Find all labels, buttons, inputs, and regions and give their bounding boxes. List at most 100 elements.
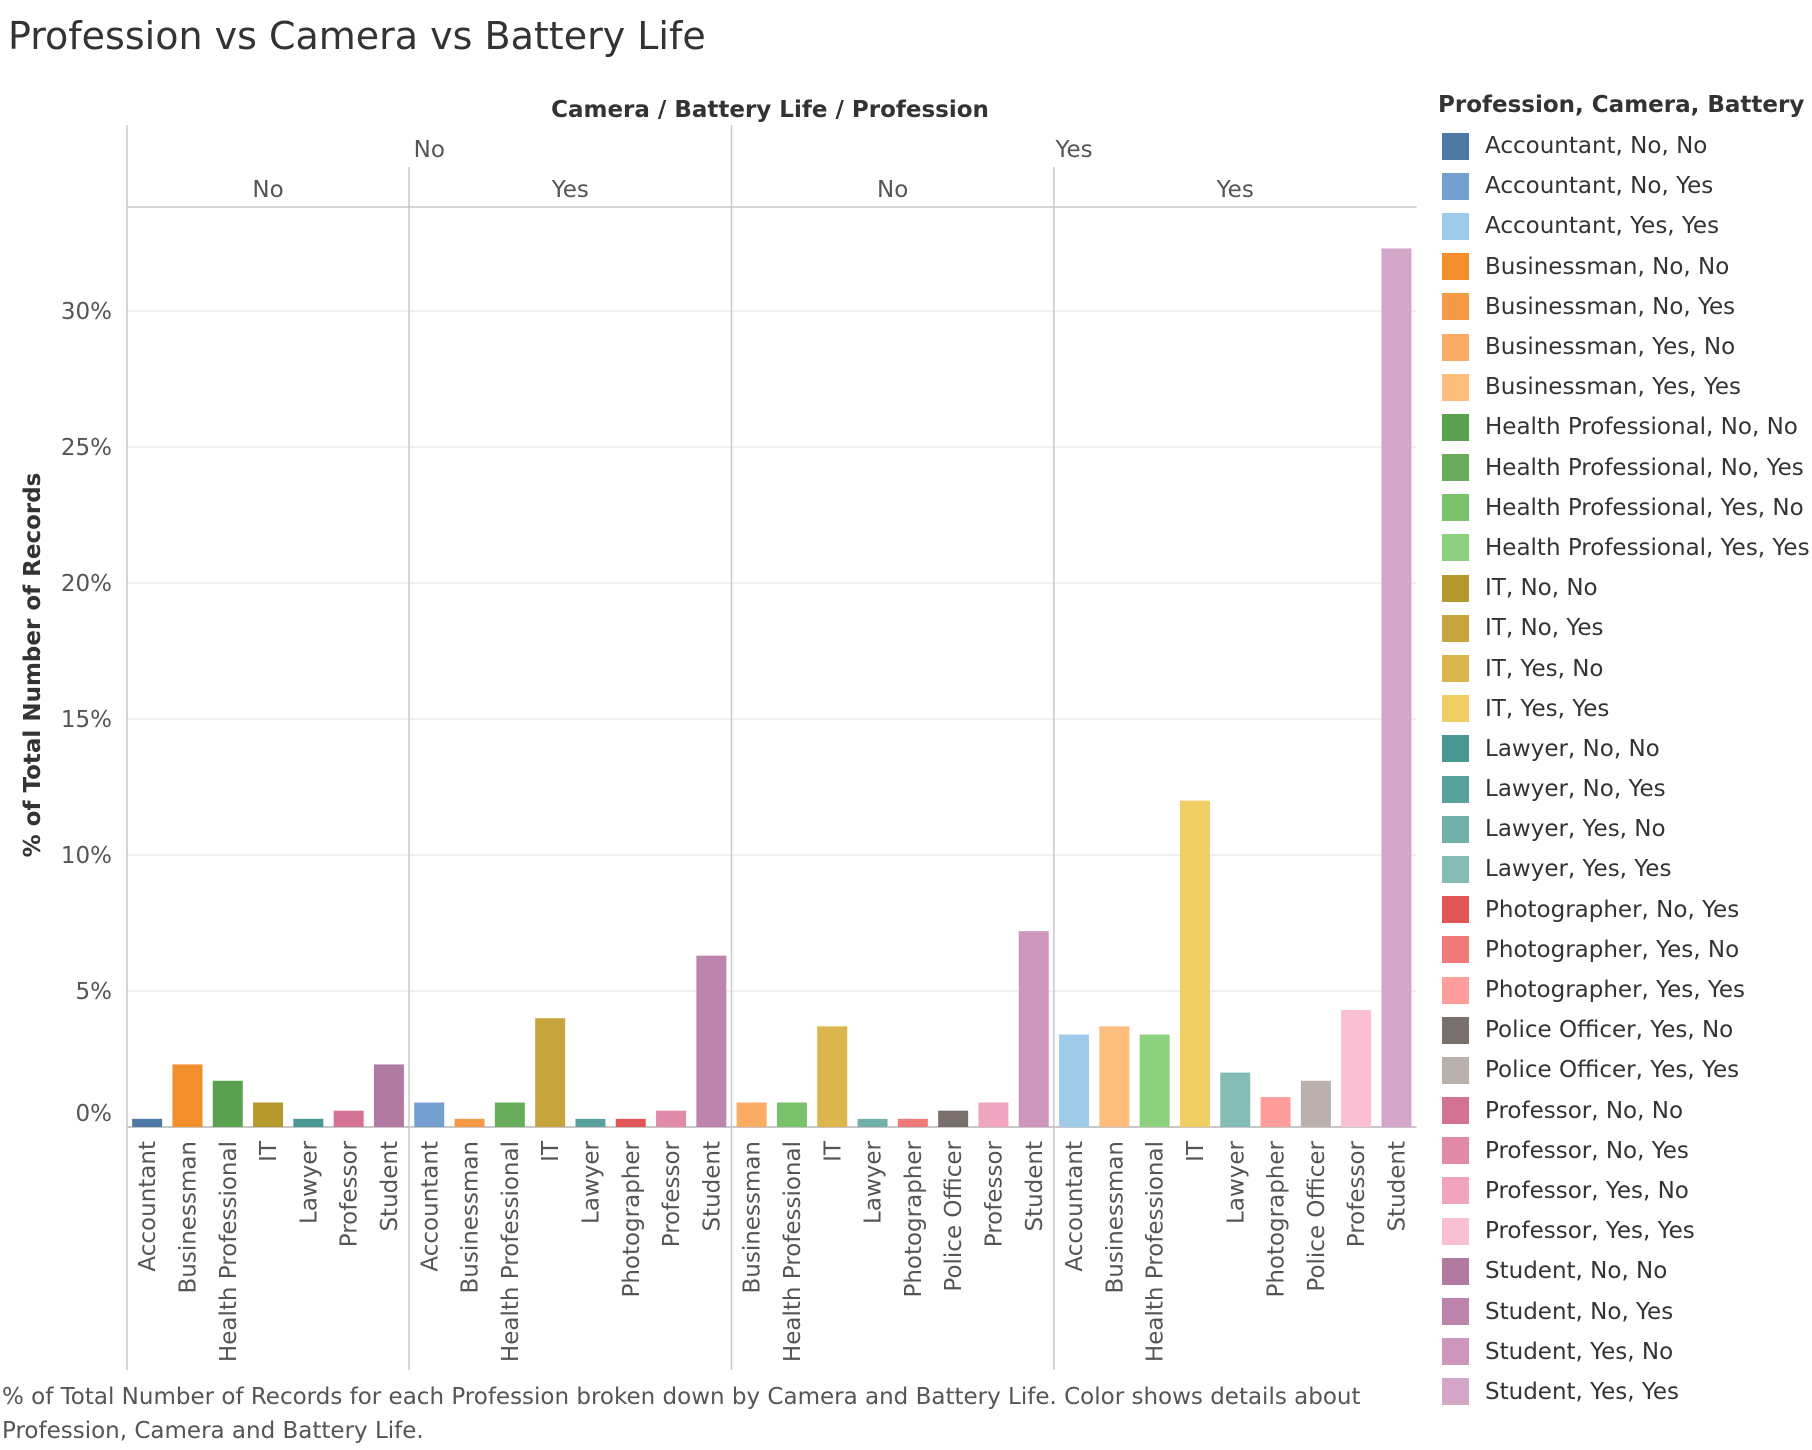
legend-label: IT, Yes, No [1485,655,1604,682]
legend-swatch [1442,775,1469,803]
x-tick-label: IT [256,1140,282,1162]
legend-item[interactable]: IT, Yes, Yes [1438,689,1810,729]
bar [696,955,727,1127]
legend-swatch [1442,333,1469,361]
legend-swatch [1442,896,1469,924]
page-title: Profession vs Camera vs Battery Life [8,14,706,58]
legend-label: Photographer, No, Yes [1485,896,1740,923]
legend-item[interactable]: Health Professional, Yes, Yes [1438,528,1810,568]
legend-item[interactable]: Businessman, No, Yes [1438,287,1810,327]
bar [1260,1097,1291,1127]
legend-item[interactable]: Health Professional, No, Yes [1438,448,1810,488]
legend-swatch [1442,1298,1469,1326]
legend-label: Health Professional, No, Yes [1485,454,1804,481]
legend-item[interactable]: Student, No, No [1438,1251,1810,1291]
legend-item[interactable]: Student, No, Yes [1438,1291,1810,1331]
legend-item[interactable]: Accountant, Yes, Yes [1438,206,1810,246]
x-tick-label: Police Officer [941,1140,967,1291]
legend-title: Profession, Camera, Battery Life [1438,92,1812,118]
bar [414,1102,445,1127]
legend-label: Professor, Yes, Yes [1485,1218,1695,1245]
bar [1099,1026,1130,1127]
bar-chart: Camera / Battery Life / Profession No Yes… [20,97,1417,1370]
legend-label: Accountant, No, No [1485,133,1708,160]
legend-item[interactable]: Lawyer, Yes, No [1438,809,1810,849]
bar [373,1064,404,1127]
legend-item[interactable]: Professor, No, No [1438,1091,1810,1131]
legend-label: Lawyer, No, No [1485,735,1660,762]
legend-swatch [1442,1338,1469,1366]
bar [172,1064,203,1127]
x-tick-label: Student [1022,1141,1048,1232]
legend-item[interactable]: Businessman, Yes, Yes [1438,367,1810,407]
battery-header: Yes [551,177,589,203]
y-tick-label: 5% [76,979,113,1005]
bar [253,1102,284,1127]
y-tick-label: 0% [76,1101,113,1127]
bar [575,1118,606,1127]
legend-item[interactable]: Lawyer, Yes, Yes [1438,849,1810,889]
legend-label: Professor, Yes, No [1485,1177,1689,1204]
y-tick-label: 15% [61,707,112,733]
legend-swatch [1442,413,1469,441]
legend-swatch [1442,1137,1469,1165]
x-tick-label: Professor [337,1140,363,1247]
legend-item[interactable]: Photographer, Yes, Yes [1438,970,1810,1010]
legend-item[interactable]: Student, Yes, Yes [1438,1372,1810,1412]
bar [212,1080,243,1127]
x-tick-label: Lawyer [578,1140,604,1223]
legend-label: IT, No, No [1485,575,1598,602]
legend-item[interactable]: Health Professional, Yes, No [1438,488,1810,528]
legend-item[interactable]: Photographer, No, Yes [1438,890,1810,930]
legend-item[interactable]: Businessman, Yes, No [1438,327,1810,367]
legend-item[interactable]: Police Officer, Yes, Yes [1438,1050,1810,1090]
legend-item[interactable]: IT, No, Yes [1438,608,1810,648]
legend-label: Photographer, Yes, No [1485,936,1740,963]
legend-item[interactable]: Professor, No, Yes [1438,1131,1810,1171]
legend-item[interactable]: Lawyer, No, No [1438,729,1810,769]
legend-item[interactable]: Student, Yes, No [1438,1332,1810,1372]
x-tick-label: Student [377,1141,403,1232]
legend-item[interactable]: IT, Yes, No [1438,648,1810,688]
bar [978,1102,1009,1127]
legend-item[interactable]: Businessman, No, No [1438,247,1810,287]
legend-swatch [1442,1257,1469,1285]
y-axis-title: % of Total Number of Records [20,473,46,858]
bar [1381,248,1412,1127]
legend-item[interactable]: Professor, Yes, No [1438,1171,1810,1211]
x-tick-label: Accountant [135,1141,161,1272]
x-tick-label: IT [820,1140,846,1162]
bar [1341,1010,1372,1127]
legend-item[interactable]: Health Professional, No, No [1438,407,1810,447]
bar [897,1118,928,1127]
legend-label: Professor, No, Yes [1485,1137,1689,1164]
legend-label: Businessman, No, Yes [1485,293,1736,320]
x-tick-label: Professor [981,1140,1007,1247]
legend-swatch [1442,695,1469,723]
legend-swatch [1442,655,1469,683]
legend-item[interactable]: Accountant, No, Yes [1438,166,1810,206]
legend-item[interactable]: Professor, Yes, Yes [1438,1211,1810,1251]
x-tick-label: Businessman [458,1141,484,1294]
legend-item[interactable]: Accountant, No, No [1438,126,1810,166]
legend-label: Lawyer, Yes, No [1485,816,1666,843]
legend-swatch [1442,1056,1469,1084]
camera-header: Yes [1054,137,1092,163]
bars [132,248,1412,1127]
legend-item[interactable]: IT, No, No [1438,568,1810,608]
header-label: Camera / Battery Life / Profession [551,97,989,123]
legend-label: Businessman, Yes, No [1485,334,1736,361]
camera-header: No [414,137,445,163]
legend-item[interactable]: Photographer, Yes, No [1438,930,1810,970]
legend-swatch [1442,936,1469,964]
legend-swatch [1442,574,1469,602]
legend-label: Police Officer, Yes, No [1485,1017,1734,1044]
legend-item[interactable]: Lawyer, No, Yes [1438,769,1810,809]
legend-item[interactable]: Police Officer, Yes, No [1438,1010,1810,1050]
legend-swatch [1442,212,1469,240]
legend-swatch [1442,614,1469,642]
legend-swatch [1442,1177,1469,1205]
y-axis: % of Total Number of Records 0% 5% 10% 15% 2… [20,299,112,1127]
bar [293,1118,324,1127]
legend-swatch [1442,132,1469,160]
